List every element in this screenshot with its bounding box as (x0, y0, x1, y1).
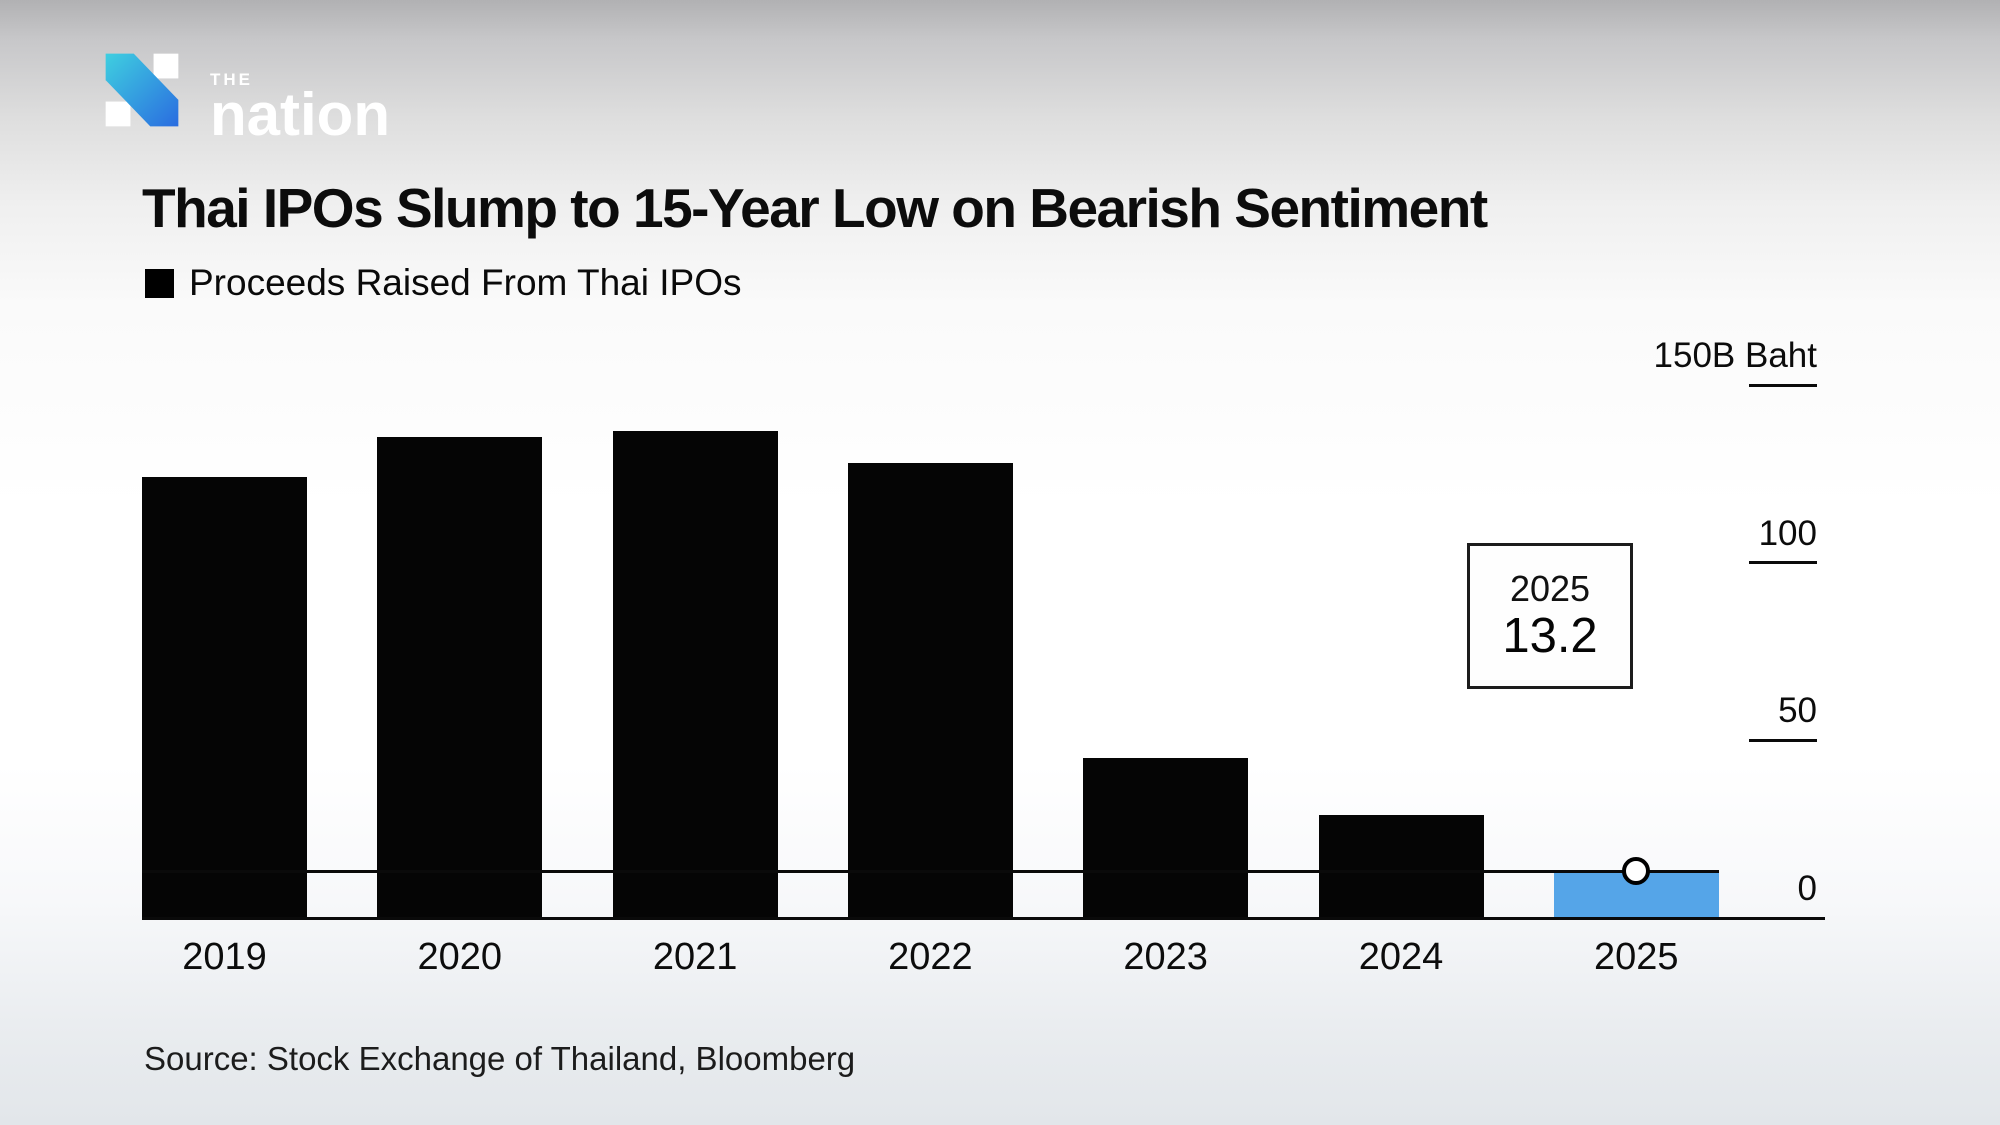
bar-2020 (377, 436, 543, 918)
x-label-2024: 2024 (1358, 936, 1444, 978)
y-tick-50 (1749, 738, 1817, 742)
y-tick-label-0: 0 (1797, 869, 1817, 908)
y-tick-label-50: 50 (1778, 691, 1817, 731)
y-tick-label-150: 150B Baht (1653, 336, 1817, 375)
x-label-2025: 2025 (1594, 936, 1679, 978)
zero-baseline (142, 916, 1825, 920)
x-label-2019: 2019 (182, 936, 267, 978)
y-tick-label-100: 100 (1758, 513, 1817, 553)
legend-label: Proceeds Raised From Thai IPOs (189, 262, 742, 303)
bar-2022 (847, 463, 1013, 918)
x-label-2021: 2021 (652, 936, 738, 978)
bar-2019 (142, 477, 307, 918)
nation-logo: THE nation (100, 52, 390, 148)
nation-n-icon (105, 53, 179, 127)
y-tick-100 (1749, 561, 1817, 565)
y-tick-150 (1749, 383, 1817, 387)
legend-swatch (145, 268, 174, 298)
bar-2021 (612, 431, 778, 918)
annotation-box: 2025 13.2 (1467, 543, 1633, 689)
bar-2023 (1083, 758, 1249, 918)
brand-the-text: THE (210, 70, 253, 89)
reference-line (142, 869, 1719, 873)
annotation-year: 2025 (1509, 568, 1591, 610)
bar-2024 (1318, 814, 1484, 918)
brand-name-text: nation (210, 81, 390, 148)
nation-logo-text: THE nation (210, 52, 390, 148)
annotation-value: 13.2 (1502, 608, 1598, 663)
x-label-2020: 2020 (417, 936, 503, 978)
x-label-2022: 2022 (888, 936, 973, 978)
legend: Proceeds Raised From Thai IPOs (145, 262, 741, 304)
highlight-marker (1622, 857, 1651, 886)
x-label-2023: 2023 (1123, 936, 1208, 978)
chart-title: Thai IPOs Slump to 15-Year Low on Bearis… (142, 177, 1488, 239)
source-credit: Source: Stock Exchange of Thailand, Bloo… (144, 1040, 856, 1077)
